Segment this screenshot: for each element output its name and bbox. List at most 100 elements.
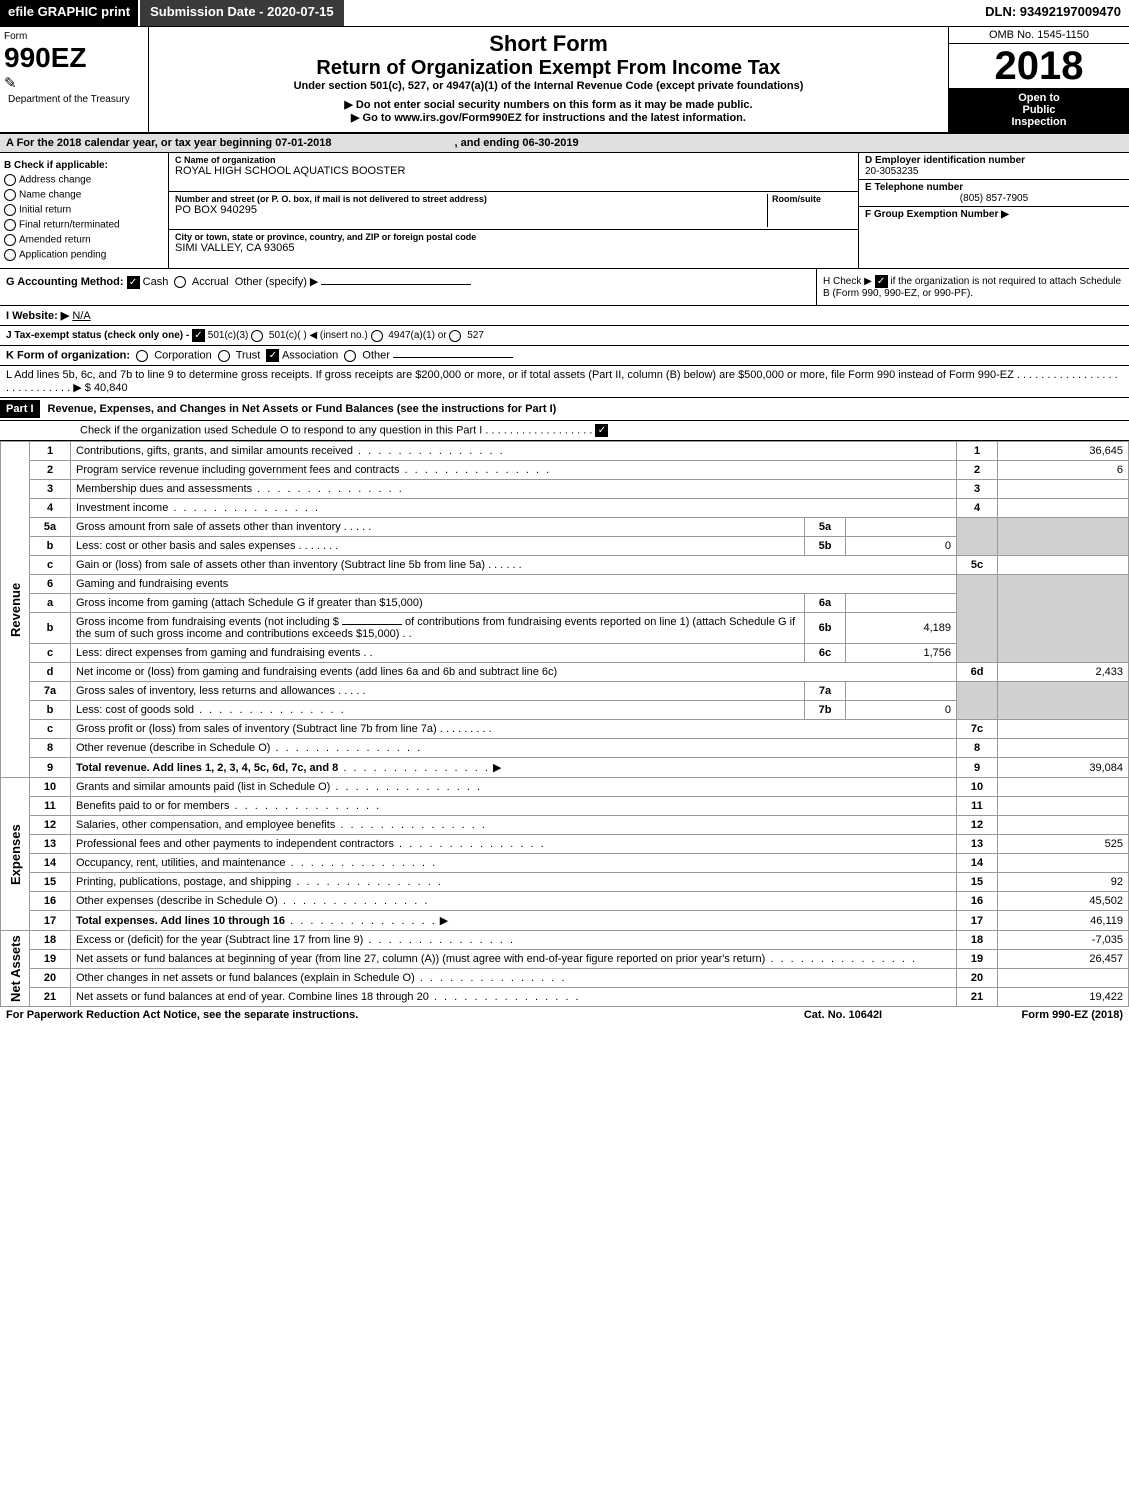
checkbox-other-org[interactable] <box>344 350 356 362</box>
line-8-desc: Other revenue (describe in Schedule O) <box>76 742 270 754</box>
line-13-desc: Professional fees and other payments to … <box>76 838 394 850</box>
checkbox-name-change[interactable]: Name change <box>4 189 164 201</box>
city-value: SIMI VALLEY, CA 93065 <box>175 242 852 254</box>
section-h: H Check ▶ ✓ if the organization is not r… <box>816 269 1129 305</box>
gross-receipts-text: L Add lines 5b, 6c, and 7b to line 9 to … <box>6 369 1118 394</box>
line-10-desc: Grants and similar amounts paid (list in… <box>76 781 330 793</box>
line-12-desc: Salaries, other compensation, and employ… <box>76 819 335 831</box>
title-short-form: Short Form <box>153 31 944 57</box>
section-g: G Accounting Method: ✓ Cash Accrual Othe… <box>0 269 816 305</box>
part-i-check: Check if the organization used Schedule … <box>0 421 1129 441</box>
line-2-desc: Program service revenue including govern… <box>76 464 399 476</box>
title-return: Return of Organization Exempt From Incom… <box>153 57 944 80</box>
org-name: ROYAL HIGH SCHOOL AQUATICS BOOSTER <box>175 165 852 177</box>
checkbox-527[interactable] <box>449 330 461 342</box>
checkbox-501c[interactable] <box>251 330 263 342</box>
form-org-label: K Form of organization: <box>6 349 130 361</box>
footer-cat-no: Cat. No. 10642I <box>743 1009 943 1021</box>
line-21-amt: 19,422 <box>998 988 1129 1007</box>
line-11-desc: Benefits paid to or for members <box>76 800 229 812</box>
part-i-title: Revenue, Expenses, and Changes in Net As… <box>40 403 1129 415</box>
line-7b-amt: 0 <box>846 701 957 720</box>
checkbox-501c3[interactable]: ✓ <box>192 329 205 342</box>
cash-label: Cash <box>143 276 169 288</box>
subtitle-section: Under section 501(c), 527, or 4947(a)(1)… <box>153 80 944 92</box>
city-label: City or town, state or province, country… <box>175 232 852 242</box>
revenue-side-label: Revenue <box>1 442 30 778</box>
expenses-side-label: Expenses <box>1 778 30 931</box>
period-end: , and ending 06-30-2019 <box>455 137 579 149</box>
part-i-check-text: Check if the organization used Schedule … <box>80 424 592 436</box>
section-k: K Form of organization: Corporation Trus… <box>0 346 1129 366</box>
ein-value: 20-3053235 <box>865 166 1123 177</box>
line-1-amt: 36,645 <box>998 442 1129 461</box>
line-16-desc: Other expenses (describe in Schedule O) <box>76 895 278 907</box>
line-9-amt: 39,084 <box>998 758 1129 778</box>
period-begin: A For the 2018 calendar year, or tax yea… <box>6 137 331 149</box>
checkbox-schedule-o[interactable]: ✓ <box>595 424 608 437</box>
line-7b-desc: Less: cost of goods sold <box>76 704 194 716</box>
checkbox-initial[interactable]: Initial return <box>4 204 164 216</box>
street-value: PO BOX 940295 <box>175 204 767 216</box>
line-15-amt: 92 <box>998 873 1129 892</box>
line-2-amt: 6 <box>998 461 1129 480</box>
checkbox-final[interactable]: Final return/terminated <box>4 219 164 231</box>
checkbox-amended[interactable]: Amended return <box>4 234 164 246</box>
checkbox-accrual[interactable] <box>174 276 186 288</box>
line-3-desc: Membership dues and assessments <box>76 483 252 495</box>
line-6c-desc: Less: direct expenses from gaming and fu… <box>76 647 360 659</box>
line-17-amt: 46,119 <box>998 911 1129 931</box>
main-table: Revenue 1 Contributions, gifts, grants, … <box>0 441 1129 1007</box>
line-1-desc: Contributions, gifts, grants, and simila… <box>76 445 353 457</box>
line-5b-desc: Less: cost or other basis and sales expe… <box>76 540 296 552</box>
form-header: Form 990EZ ✎ Department of the Treasury … <box>0 27 1129 134</box>
line-18-amt: -7,035 <box>998 931 1129 950</box>
open-line3: Inspection <box>953 116 1125 128</box>
line-4-desc: Investment income <box>76 502 168 514</box>
checkbox-addr-change[interactable]: Address change <box>4 174 164 186</box>
checkbox-cash[interactable]: ✓ <box>127 276 140 289</box>
entity-block: B Check if applicable: Address change Na… <box>0 153 1129 269</box>
line-19-desc: Net assets or fund balances at beginning… <box>76 953 765 965</box>
line-7c-desc: Gross profit or (loss) from sales of inv… <box>76 723 437 735</box>
section-c: C Name of organization ROYAL HIGH SCHOOL… <box>169 153 858 268</box>
checkbox-corp[interactable] <box>136 350 148 362</box>
net-assets-side-label: Net Assets <box>1 931 30 1007</box>
part-i-header-row: Part I Revenue, Expenses, and Changes in… <box>0 398 1129 421</box>
dept-label: Department of the Treasury <box>4 92 144 107</box>
line-1-num: 1 <box>30 442 71 461</box>
line-6b-desc: Gross income from fundraising events (no… <box>76 616 339 628</box>
line-5a-desc: Gross amount from sale of assets other t… <box>76 521 341 533</box>
line-15-desc: Printing, publications, postage, and shi… <box>76 876 291 888</box>
subtitle-ssn: ▶ Do not enter social security numbers o… <box>153 98 944 111</box>
line-6c-amt: 1,756 <box>846 644 957 663</box>
checkbox-h[interactable]: ✓ <box>875 275 888 288</box>
line-20-desc: Other changes in net assets or fund bala… <box>76 972 415 984</box>
subtitle-goto[interactable]: ▶ Go to www.irs.gov/Form990EZ for instru… <box>153 111 944 124</box>
line-16-amt: 45,502 <box>998 892 1129 911</box>
line-6d-amt: 2,433 <box>998 663 1129 682</box>
footer-form-ref: Form 990-EZ (2018) <box>943 1009 1123 1021</box>
checkbox-pending[interactable]: Application pending <box>4 249 164 261</box>
top-bar: efile GRAPHIC print Submission Date - 20… <box>0 0 1129 27</box>
checkbox-assoc[interactable]: ✓ <box>266 349 279 362</box>
line-5b-amt: 0 <box>846 537 957 556</box>
section-i: I Website: ▶ N/A <box>0 306 1129 326</box>
form-number: 990EZ <box>4 42 144 74</box>
open-line1: Open to <box>953 92 1125 104</box>
section-j: J Tax-exempt status (check only one) - ✓… <box>0 326 1129 346</box>
line-5c-desc: Gain or (loss) from sale of assets other… <box>76 559 485 571</box>
street-label: Number and street (or P. O. box, if mail… <box>175 194 767 204</box>
checkbox-trust[interactable] <box>218 350 230 362</box>
line-13-amt: 525 <box>998 835 1129 854</box>
line-6b-amt: 4,189 <box>846 613 957 644</box>
submission-date: Submission Date - 2020-07-15 <box>138 0 344 26</box>
efile-label[interactable]: efile GRAPHIC print <box>0 0 138 26</box>
group-exemption-label: F Group Exemption Number ▶ <box>865 209 1009 220</box>
tax-exempt-label: J Tax-exempt status (check only one) - <box>6 330 189 341</box>
line-6d-desc: Net income or (loss) from gaming and fun… <box>76 666 557 678</box>
other-label: Other (specify) ▶ <box>235 276 319 288</box>
line-18-desc: Excess or (deficit) for the year (Subtra… <box>76 934 363 946</box>
accrual-label: Accrual <box>192 276 229 288</box>
checkbox-4947[interactable] <box>371 330 383 342</box>
